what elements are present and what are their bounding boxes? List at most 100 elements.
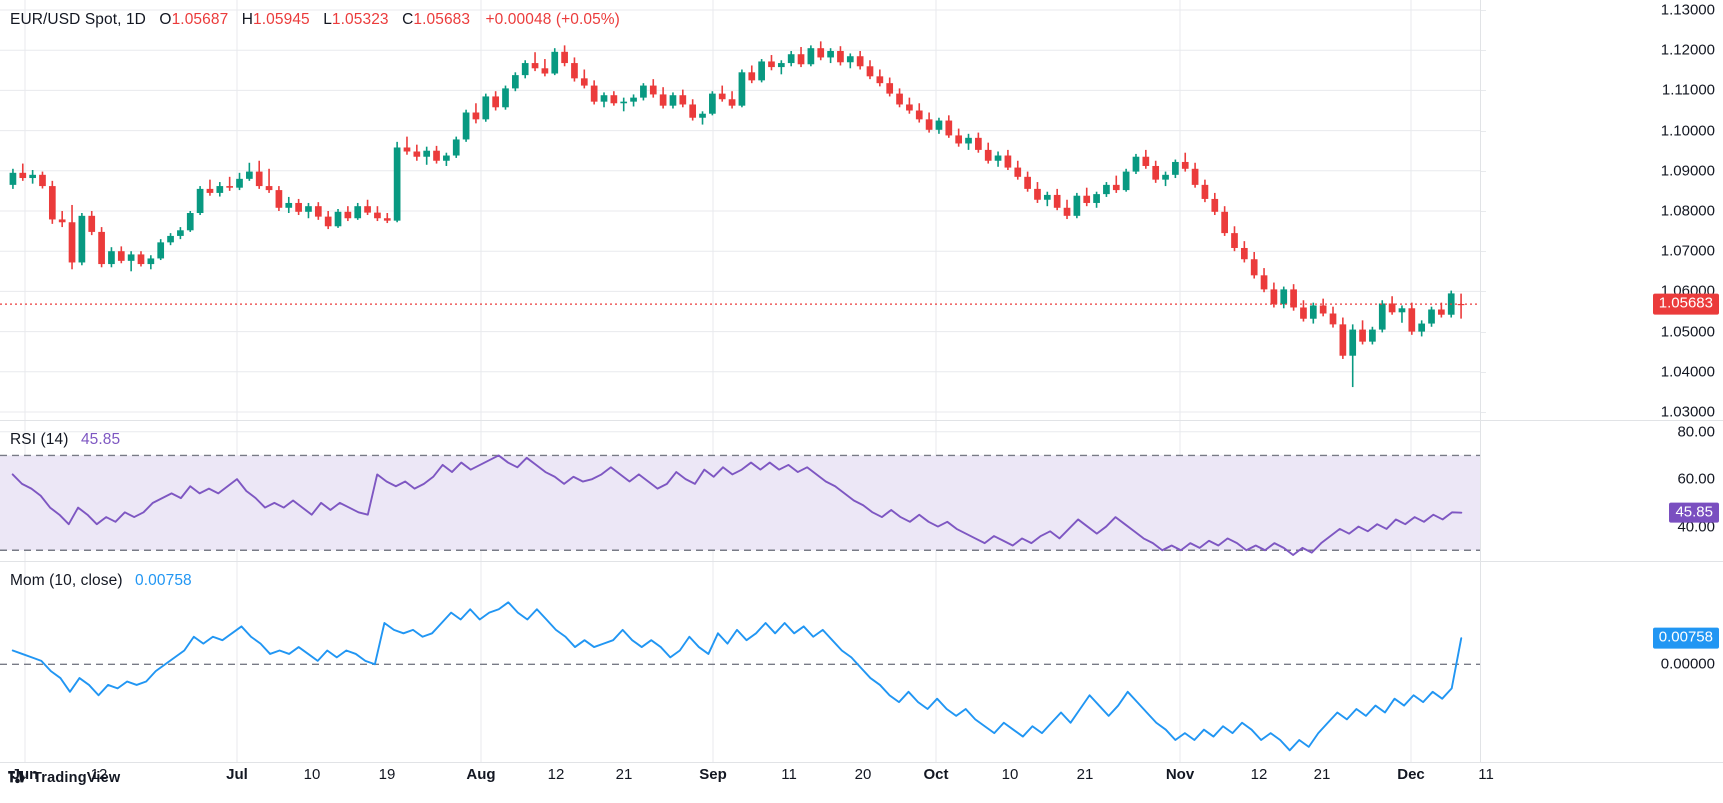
date-axis-label: Jul (226, 766, 248, 783)
candle-body (1073, 195, 1081, 216)
candle-body (827, 51, 834, 58)
pane-divider-rsi-mom[interactable] (0, 561, 1723, 562)
candle-body (403, 147, 411, 152)
candle-body (305, 206, 312, 212)
candle-body (669, 95, 677, 106)
price-axis-tick (1480, 291, 1486, 293)
candle-body (1398, 308, 1406, 313)
candle-body (393, 147, 401, 221)
candle-body (1201, 184, 1209, 199)
candle-body (127, 254, 135, 261)
tradingview-brand[interactable]: TradingView (8, 770, 120, 786)
date-axis-label: 12 (547, 766, 565, 783)
candle-body (186, 213, 194, 231)
candle-body (915, 110, 923, 120)
candle-body (1319, 305, 1327, 314)
candle-body (748, 72, 756, 81)
date-axis[interactable]: Jun 12 Jul 10 19 Aug 12 21 Sep 11 20 Oct 10 21 Nov 12 21… (0, 762, 1723, 792)
price-plot-area[interactable] (0, 0, 1480, 420)
date-axis-label: 12 (90, 766, 108, 783)
candle-body (600, 95, 608, 102)
axis-column-separator (1480, 0, 1481, 762)
candle-body (19, 172, 27, 179)
candle-body (797, 54, 805, 65)
candle-body (443, 155, 450, 161)
chart-header-legend[interactable]: EUR/USD Spot, 1D O1.05687 H1.05945 L1.05… (10, 11, 620, 29)
candle-body (1063, 207, 1071, 216)
candle-body (117, 251, 125, 261)
candle-body (1240, 247, 1248, 260)
candle-body (659, 94, 667, 106)
candle-body (167, 235, 174, 243)
candle-body (837, 51, 844, 63)
close-value: 1.05683 (413, 11, 471, 28)
candle-body (433, 150, 440, 161)
low-key: L (323, 11, 332, 28)
candle-body (896, 93, 903, 105)
rsi-legend[interactable]: RSI (14) 45.85 (10, 431, 120, 449)
price-axis-label: 1.04000 (1660, 363, 1715, 381)
symbol-label[interactable]: EUR/USD Spot, 1D (10, 11, 146, 28)
momentum-value-tag[interactable]: 0.00758 (1652, 627, 1719, 649)
candle-body (1349, 329, 1357, 356)
open-key: O (159, 11, 172, 28)
rsi-legend-value: 45.85 (80, 431, 121, 448)
price-axis-label: 1.07000 (1660, 242, 1715, 260)
rsi-value-tag[interactable]: 45.85 (1669, 502, 1719, 524)
candle-body (1034, 188, 1041, 200)
candle-body (511, 75, 519, 89)
rsi-plot-area[interactable] (0, 421, 1480, 561)
candle-body (157, 242, 165, 259)
candle-body (649, 85, 657, 95)
candle-body (226, 186, 234, 188)
rsi-axis-label: 60.00 (1677, 470, 1715, 488)
pane-divider-price-rsi[interactable] (0, 420, 1723, 421)
price-axis-label: 1.13000 (1660, 1, 1715, 19)
momentum-legend-title: Mom (10, close) (10, 572, 123, 589)
candle-body (935, 120, 943, 130)
candle-body (1408, 308, 1416, 332)
date-axis-label: 12 (1250, 766, 1268, 783)
candle-body (137, 254, 145, 265)
momentum-axis[interactable]: 0.00000 0.00758 (1480, 562, 1723, 762)
candle-body (1428, 309, 1435, 324)
candle-body (1112, 184, 1120, 191)
candle-body (640, 85, 647, 98)
price-axis-tick (1480, 50, 1486, 52)
price-axis-tick (1480, 331, 1486, 333)
candle-body (718, 93, 726, 100)
price-axis-tick (1480, 251, 1486, 253)
candle-body (551, 51, 559, 74)
rsi-axis[interactable]: 80.00 60.00 40.00 45.85 (1480, 421, 1723, 561)
candle-body (945, 120, 953, 136)
candle-body (68, 222, 76, 263)
candle-body (580, 78, 588, 86)
candle-body (1004, 155, 1012, 168)
momentum-legend-value: 0.00758 (135, 572, 192, 589)
candle-body (1162, 174, 1169, 180)
date-axis-label: 21 (1076, 766, 1094, 783)
candle-body (482, 96, 490, 120)
price-axis[interactable]: 1.13000 1.12000 1.11000 1.10000 1.09000 1.080… (1480, 0, 1723, 421)
candle-body (1172, 161, 1179, 175)
high-key: H (241, 11, 254, 28)
momentum-plot-area[interactable] (0, 562, 1480, 762)
candle-body (738, 72, 746, 106)
candle-body (1270, 289, 1278, 305)
candle-body (1339, 324, 1347, 356)
rsi-series (0, 421, 1480, 561)
rsi-legend-title: RSI (14) (10, 431, 69, 448)
rsi-line (11, 454, 1463, 556)
momentum-legend[interactable]: Mom (10, close) 0.00758 (10, 572, 192, 590)
candle-body (925, 119, 933, 130)
candle-body (295, 202, 302, 212)
date-axis-label: 11 (781, 766, 797, 783)
price-axis-tick (1480, 211, 1486, 212)
candle-body (866, 66, 874, 77)
candle-body (984, 149, 992, 161)
last-price-tag[interactable]: 1.05683 (1652, 293, 1719, 315)
candle-body (994, 155, 1002, 161)
candle-body (630, 97, 637, 102)
candle-body (1309, 305, 1317, 319)
